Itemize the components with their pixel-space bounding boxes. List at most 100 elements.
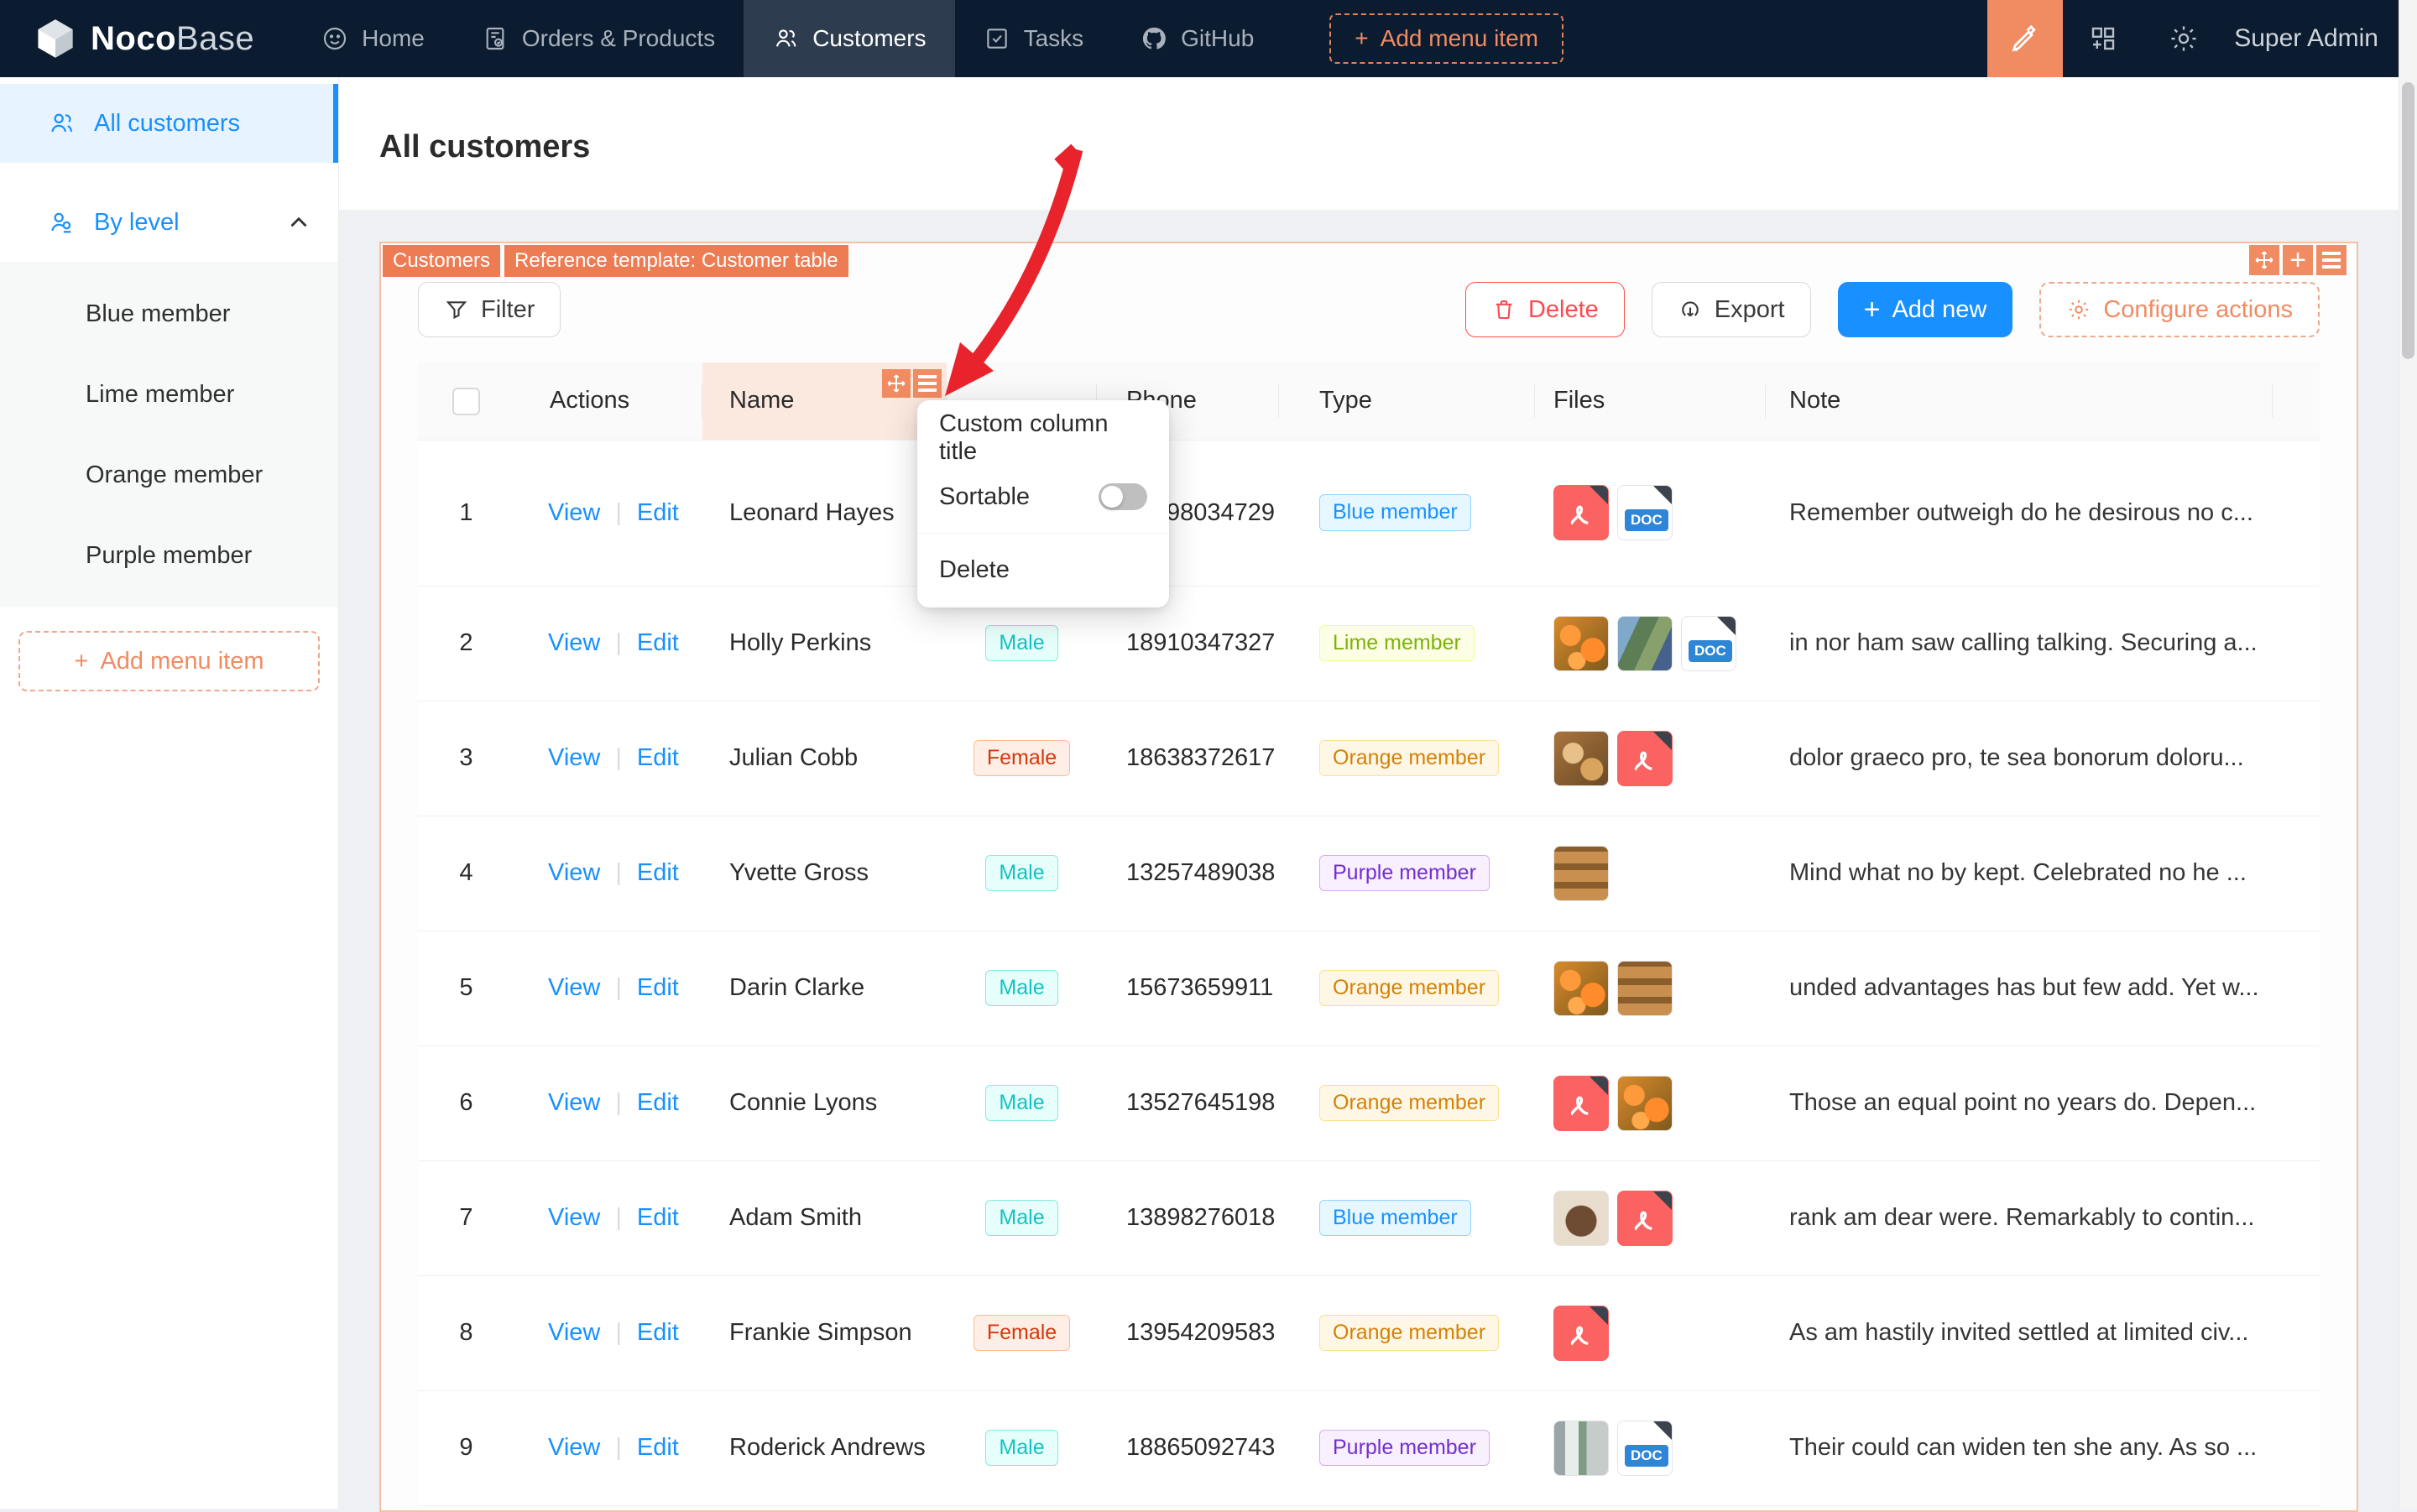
gender-cell: Male — [947, 1160, 1097, 1275]
doc-file-icon[interactable]: DOC — [1617, 1421, 1673, 1476]
doc-file-icon[interactable]: DOC — [1617, 485, 1673, 540]
member-type-cell: Blue member — [1279, 440, 1535, 586]
sidebar-add-menu-item-button[interactable]: + Add menu item — [18, 631, 320, 691]
sidebar-item-purple-member[interactable]: Purple member — [0, 515, 338, 596]
export-button[interactable]: Export — [1652, 282, 1811, 337]
ui-editor-button[interactable] — [1987, 0, 2063, 77]
sidebar-item-lime-member[interactable]: Lime member — [0, 354, 338, 435]
pdf-file-icon[interactable] — [1553, 1306, 1609, 1361]
edit-link[interactable]: Edit — [637, 1434, 679, 1461]
vertical-scrollbar[interactable] — [2399, 0, 2417, 1509]
member-type-tag: Blue member — [1319, 494, 1471, 531]
note-cell: rank am dear were. Remarkably to contin.… — [1766, 1160, 2273, 1275]
link-divider: | — [615, 974, 622, 1001]
image-attachment-thumbnail[interactable] — [1553, 731, 1609, 786]
column-header-type[interactable]: Type — [1279, 362, 1535, 440]
column-menu-button[interactable] — [913, 369, 942, 398]
view-link[interactable]: View — [548, 1434, 600, 1461]
column-header-name[interactable]: Name — [702, 362, 947, 440]
files-cell — [1535, 816, 1766, 931]
edit-link[interactable]: Edit — [637, 1319, 679, 1346]
column-designer-toolbar — [882, 369, 942, 398]
nocobase-logo[interactable]: NocoBase — [0, 17, 293, 60]
doc-badge: DOC — [1625, 509, 1668, 531]
select-all-checkbox[interactable] — [452, 388, 480, 415]
column-header-files[interactable]: Files — [1535, 362, 1766, 440]
nav-item-label: GitHub — [1181, 25, 1254, 52]
user-menu[interactable]: Super Admin — [2224, 24, 2417, 53]
column-header-note[interactable]: Note — [1766, 362, 2273, 440]
page-title: All customers — [379, 129, 2399, 165]
sidebar-item-by-level[interactable]: By level — [0, 183, 338, 262]
row-index: 5 — [418, 931, 514, 1045]
view-link[interactable]: View — [548, 974, 600, 1001]
image-attachment-thumbnail[interactable] — [1553, 1191, 1609, 1246]
acrobat-glyph — [1626, 1202, 1663, 1238]
files-cell — [1535, 1160, 1766, 1275]
configure-actions-button[interactable]: Configure actions — [2039, 282, 2320, 337]
pdf-file-icon[interactable] — [1553, 1076, 1609, 1131]
pdf-file-icon[interactable] — [1617, 731, 1673, 786]
customer-name-cell: Darin Clarke — [702, 931, 947, 1045]
edit-link[interactable]: Edit — [637, 499, 679, 526]
customer-name-cell: Yvette Gross — [702, 816, 947, 931]
image-attachment-thumbnail[interactable] — [1553, 1421, 1609, 1476]
row-index: 6 — [418, 1045, 514, 1160]
filter-button[interactable]: Filter — [418, 282, 561, 337]
view-link[interactable]: View — [548, 859, 600, 886]
sidebar-item-all-customers[interactable]: All customers — [0, 84, 338, 163]
view-link[interactable]: View — [548, 744, 600, 771]
column-drag-handle[interactable] — [882, 369, 911, 398]
view-link[interactable]: View — [548, 629, 600, 656]
image-attachment-thumbnail[interactable] — [1553, 846, 1609, 901]
doc-file-icon[interactable]: DOC — [1681, 616, 1736, 671]
sidebar-item-orange-member[interactable]: Orange member — [0, 435, 338, 515]
sidebar-item-blue-member[interactable]: Blue member — [0, 274, 338, 354]
block-menu-button[interactable] — [2316, 245, 2347, 275]
checkbox-icon — [984, 25, 1010, 52]
image-attachment-thumbnail[interactable] — [1617, 616, 1673, 671]
view-link[interactable]: View — [548, 1319, 600, 1346]
plugin-manager-button[interactable] — [2063, 0, 2143, 77]
view-link[interactable]: View — [548, 1204, 600, 1231]
nav-item-customers[interactable]: Customers — [744, 0, 954, 77]
view-link[interactable]: View — [548, 1089, 600, 1116]
image-attachment-thumbnail[interactable] — [1617, 961, 1673, 1016]
nav-item-orders-products[interactable]: Orders & Products — [453, 0, 744, 77]
edit-link[interactable]: Edit — [637, 1089, 679, 1116]
image-attachment-thumbnail[interactable] — [1553, 616, 1609, 671]
image-attachment-thumbnail[interactable] — [1617, 1076, 1673, 1131]
popup-item-custom-column-title[interactable]: Custom column title — [917, 409, 1169, 467]
edit-link[interactable]: Edit — [637, 629, 679, 656]
popup-item-sortable[interactable]: Sortable — [917, 467, 1169, 526]
chevron-up-icon — [285, 208, 313, 237]
add-new-button[interactable]: + Add new — [1838, 282, 2013, 337]
settings-button[interactable] — [2143, 0, 2224, 77]
customer-table: Actions Name — [418, 362, 2320, 1506]
block-drag-handle[interactable] — [2249, 245, 2279, 275]
edit-link[interactable]: Edit — [637, 974, 679, 1001]
smiley-icon — [321, 25, 348, 52]
navbar-add-menu-item-button[interactable]: + Add menu item — [1329, 13, 1563, 64]
edit-link[interactable]: Edit — [637, 744, 679, 771]
edit-link[interactable]: Edit — [637, 1204, 679, 1231]
popup-item-delete[interactable]: Delete — [917, 540, 1169, 599]
edit-link[interactable]: Edit — [637, 859, 679, 886]
pdf-file-icon[interactable] — [1553, 485, 1609, 540]
block-add-button[interactable]: + — [2283, 245, 2313, 275]
column-header-actions[interactable]: Actions — [514, 362, 702, 440]
sortable-toggle[interactable] — [1099, 483, 1147, 510]
phone-cell: 18638372617 — [1097, 701, 1279, 816]
nav-item-github[interactable]: GitHub — [1112, 0, 1282, 77]
view-link[interactable]: View — [548, 499, 600, 526]
pdf-file-icon[interactable] — [1617, 1191, 1673, 1246]
note-cell: dolor graeco pro, te sea bonorum doloru.… — [1766, 701, 2273, 816]
nav-item-home[interactable]: Home — [293, 0, 453, 77]
image-attachment-thumbnail[interactable] — [1553, 961, 1609, 1016]
delete-button[interactable]: Delete — [1465, 282, 1625, 337]
scrollbar-thumb[interactable] — [2402, 82, 2414, 359]
nav-item-tasks[interactable]: Tasks — [955, 0, 1113, 77]
empty-cell — [2273, 1160, 2320, 1275]
